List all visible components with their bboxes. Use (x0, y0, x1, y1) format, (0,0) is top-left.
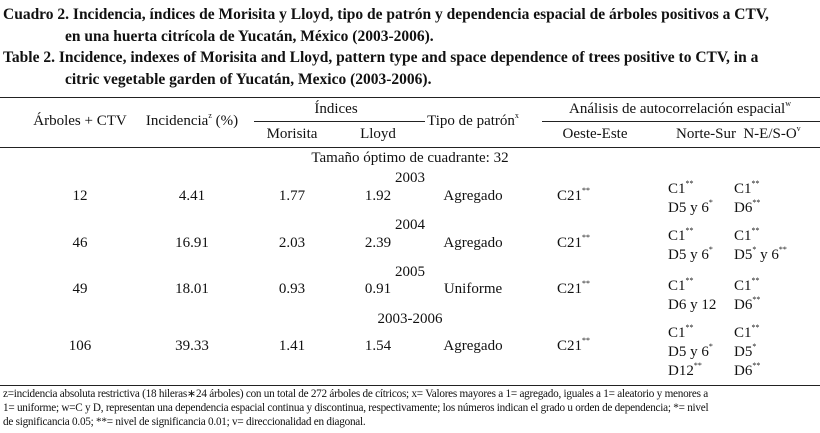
cell-ne-so-line: C1** (734, 179, 760, 198)
cell-oeste-este: C21** (557, 279, 591, 298)
cell-ne-so-line: C1** (734, 226, 760, 245)
footnote-line3: de significancia 0.05; **= nivel de sign… (3, 416, 366, 428)
header-morisita: Morisita (266, 126, 318, 142)
cell-oeste-este: C21** (557, 186, 591, 205)
header-arboles: Árboles + CTV (33, 113, 127, 129)
cell-arboles: 12 (72, 188, 88, 204)
cell-morisita: 1.41 (278, 338, 306, 354)
cell-norte-sur-line: D6 y 12 (668, 297, 717, 313)
footnote-line1: z=incidencia absoluta restrictiva (18 hi… (3, 388, 708, 400)
header-analisis: Análisis de autocorrelación espacialw (569, 99, 791, 118)
year-label: 2003 (395, 170, 425, 186)
cell-arboles: 106 (68, 338, 92, 354)
subheading: Tamaño óptimo de cuadrante: 32 (311, 150, 509, 166)
cell-ne-so-line: C1** (734, 276, 760, 295)
header-incidencia: Incidenciaz (%) (145, 111, 239, 130)
cell-incidencia: 18.01 (175, 281, 209, 297)
header-norte-sur: Norte-Sur (676, 126, 736, 142)
cell-incidencia: 39.33 (175, 338, 209, 354)
header-rule (0, 147, 820, 148)
cell-tipo: Agregado (443, 188, 503, 204)
header-oeste-este: Oeste-Este (562, 126, 628, 142)
cell-tipo: Agregado (443, 235, 503, 251)
title-es-line1: Cuadro 2. Incidencia, índices de Morisit… (3, 6, 769, 23)
cell-tipo: Uniforme (443, 281, 503, 297)
cell-ne-so-line: D6** (734, 361, 761, 380)
title-es-line2: en una huerta citrícola de Yucatán, Méxi… (65, 28, 434, 45)
cell-lloyd: 0.91 (364, 281, 392, 297)
year-label: 2004 (395, 217, 425, 233)
header-indices: Índices (314, 101, 358, 117)
cell-ne-so-line: D5* (734, 342, 757, 361)
cell-norte-sur-line: D5 y 6* (668, 198, 713, 217)
cell-norte-sur-line: C1** (668, 323, 694, 342)
cell-morisita: 2.03 (278, 235, 306, 251)
cell-arboles: 46 (72, 235, 88, 251)
cell-norte-sur-line: D5 y 6* (668, 342, 713, 361)
cell-norte-sur-line: C1** (668, 226, 694, 245)
footnote-line2: 1= uniforme; w=C y D, representan una de… (3, 402, 709, 414)
indices-rule (254, 121, 425, 122)
top-rule (0, 97, 820, 98)
cell-oeste-este: C21** (557, 336, 591, 355)
cell-arboles: 49 (72, 281, 88, 297)
cell-norte-sur-line: D5 y 6* (668, 245, 713, 264)
cell-ne-so-line: D6** (734, 198, 761, 217)
cell-oeste-este: C21** (557, 233, 591, 252)
cell-norte-sur-line: D12** (668, 361, 702, 380)
header-tipo: Tipo de patrónx (427, 111, 519, 130)
header-ne-so: N-E/S-Ov (743, 124, 801, 143)
cell-lloyd: 1.92 (364, 188, 392, 204)
cell-tipo: Agregado (443, 338, 503, 354)
cell-lloyd: 1.54 (364, 338, 392, 354)
header-lloyd: Lloyd (360, 126, 396, 142)
cell-ne-so-line: D6** (734, 295, 761, 314)
cell-morisita: 1.77 (278, 188, 306, 204)
title-en-line2: citric vegetable garden of Yucatán, Mexi… (65, 71, 432, 88)
cell-incidencia: 16.91 (175, 235, 209, 251)
bottom-rule (0, 385, 820, 386)
cell-lloyd: 2.39 (364, 235, 392, 251)
cell-incidencia: 4.41 (178, 188, 206, 204)
year-label: 2003-2006 (377, 311, 443, 327)
cell-ne-so-line: C1** (734, 323, 760, 342)
analisis-rule (542, 121, 820, 122)
title-en-line1: Table 2. Incidence, indexes of Morisita … (3, 49, 759, 66)
cell-norte-sur-line: C1** (668, 179, 694, 198)
cell-ne-so-line: D5* y 6** (734, 245, 787, 264)
cell-morisita: 0.93 (278, 281, 306, 297)
cell-norte-sur-line: C1** (668, 276, 694, 295)
year-label: 2005 (395, 264, 425, 280)
